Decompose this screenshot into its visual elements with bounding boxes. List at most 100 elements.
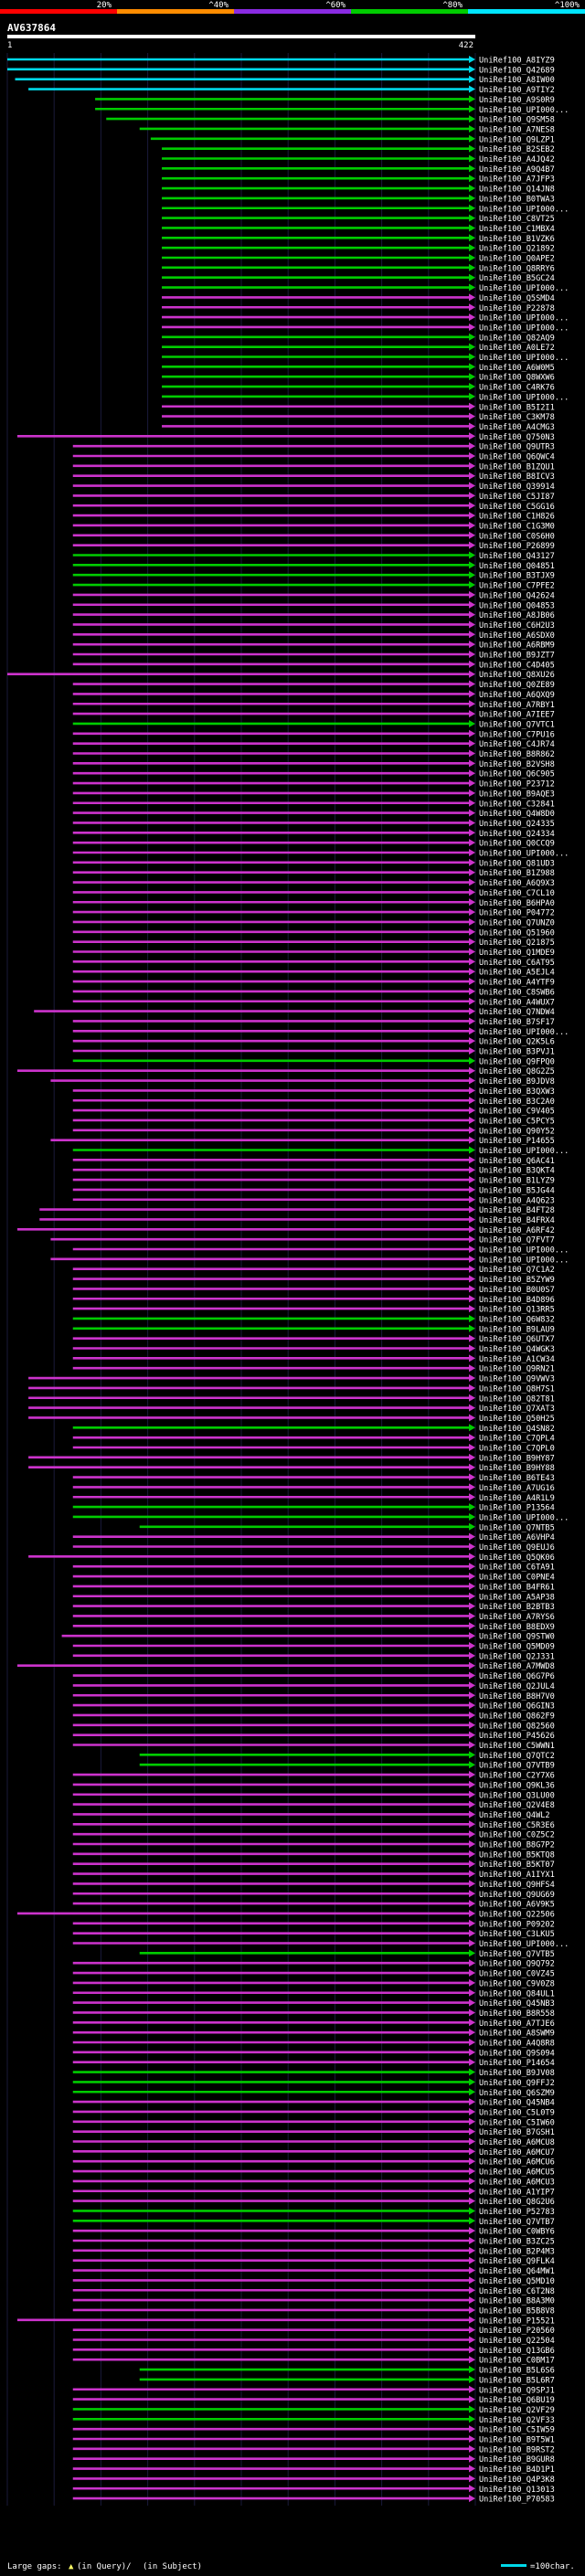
hit-row[interactable]: UniRef100_Q8RRY6 <box>162 263 555 274</box>
hit-id-link[interactable]: UniRef100_C0WBY6 <box>479 2228 555 2237</box>
hit-id-link[interactable]: UniRef100_B5L6R7 <box>479 2376 555 2385</box>
hit-id-link[interactable]: UniRef100_Q0APE2 <box>479 255 555 264</box>
hit-id-link[interactable]: UniRef100_C6AT95 <box>479 959 555 968</box>
hit-row[interactable]: UniRef100_Q7VTB7 <box>72 2217 555 2227</box>
hit-id-link[interactable]: UniRef100_B1LYZ9 <box>479 1177 555 1186</box>
hit-row[interactable]: UniRef100_B8H7V0 <box>72 1691 555 1701</box>
hit-row[interactable]: UniRef100_A5EJL4 <box>72 968 555 978</box>
hit-id-link[interactable]: UniRef100_B0U0S7 <box>479 1286 555 1295</box>
hit-id-link[interactable]: UniRef100_A6V9K5 <box>479 1901 555 1910</box>
hit-row[interactable]: UniRef100_Q8H7S1 <box>28 1383 555 1394</box>
hit-id-link[interactable]: UniRef100_Q9SPJ1 <box>479 2386 555 2395</box>
hit-id-link[interactable]: UniRef100_A7TJE6 <box>479 2019 555 2029</box>
hit-row[interactable]: UniRef100_A8IW00 <box>15 75 555 86</box>
hit-row[interactable]: UniRef100_Q9FPQ0 <box>72 1056 555 1067</box>
hit-row[interactable]: UniRef100_A6SDX0 <box>72 631 555 641</box>
hit-id-link[interactable]: UniRef100_C8SWB6 <box>479 988 555 997</box>
hit-id-link[interactable]: UniRef100_Q9FPQ0 <box>479 1057 555 1066</box>
hit-row[interactable]: UniRef100_B1VZK6 <box>162 234 555 244</box>
hit-id-link[interactable]: UniRef100_Q862F9 <box>479 1712 555 1721</box>
hit-id-link[interactable]: UniRef100_B2VSH8 <box>479 760 555 769</box>
hit-id-link[interactable]: UniRef100_Q51960 <box>479 928 555 938</box>
hit-row[interactable]: UniRef100_Q2V4E8 <box>72 1800 555 1811</box>
hit-id-link[interactable]: UniRef100_B0TWA3 <box>479 195 555 204</box>
hit-row[interactable]: UniRef100_C7PFE2 <box>72 581 555 591</box>
hit-row[interactable]: UniRef100_Q9KL36 <box>72 1780 555 1791</box>
hit-id-link[interactable]: UniRef100_Q2K5L6 <box>479 1038 555 1047</box>
hit-row[interactable]: UniRef100_B0U0S7 <box>72 1285 555 1295</box>
hit-row[interactable]: UniRef100_C5R3E6 <box>72 1820 555 1830</box>
hit-id-link[interactable]: UniRef100_B8H7V0 <box>479 1692 555 1701</box>
hit-row[interactable]: UniRef100_A4CMG3 <box>162 422 555 432</box>
hit-id-link[interactable]: UniRef100_Q04853 <box>479 601 555 610</box>
hit-row[interactable]: UniRef100_Q24335 <box>72 819 555 829</box>
hit-id-link[interactable]: UniRef100_Q4SN82 <box>479 1425 555 1434</box>
hit-id-link[interactable]: UniRef100_C1G3M0 <box>479 522 555 531</box>
hit-id-link[interactable]: UniRef100_Q9FFJ2 <box>479 2079 555 2088</box>
hit-row[interactable]: UniRef100_B5KT07 <box>72 1860 555 1871</box>
hit-id-link[interactable]: UniRef100_B5GC24 <box>479 274 555 283</box>
hit-id-link[interactable]: UniRef100_B6HPA0 <box>479 899 555 908</box>
hit-id-link[interactable]: UniRef100_C0VZ45 <box>479 1970 555 1979</box>
hit-row[interactable]: UniRef100_C7QPL0 <box>72 1444 555 1454</box>
hit-id-link[interactable]: UniRef100_Q24335 <box>479 820 555 829</box>
hit-id-link[interactable]: UniRef100_A6MCU6 <box>479 2158 555 2168</box>
hit-id-link[interactable]: UniRef100_Q84UL1 <box>479 1989 555 1998</box>
hit-row[interactable]: UniRef100_Q2VF33 <box>72 2415 555 2425</box>
hit-row[interactable]: UniRef100_Q8G2U6 <box>72 2197 555 2208</box>
hit-id-link[interactable]: UniRef100_Q22504 <box>479 2337 555 2346</box>
hit-row[interactable]: UniRef100_Q7C1A2 <box>72 1265 555 1276</box>
hit-id-link[interactable]: UniRef100_Q43127 <box>479 552 555 561</box>
hit-row[interactable]: UniRef100_C3LKU5 <box>72 1929 555 1940</box>
hit-row[interactable]: UniRef100_B3PVJ1 <box>72 1047 555 1057</box>
hit-id-link[interactable]: UniRef100_A4WUX7 <box>479 998 555 1007</box>
hit-row[interactable]: UniRef100_C1G3M0 <box>72 521 555 532</box>
hit-row[interactable]: UniRef100_Q45NB4 <box>72 2098 555 2108</box>
hit-row[interactable]: UniRef100_Q8XU26 <box>7 670 555 681</box>
hit-id-link[interactable]: UniRef100_B1VZK6 <box>479 235 555 244</box>
hit-id-link[interactable]: UniRef100_B1Z988 <box>479 869 555 878</box>
hit-row[interactable]: UniRef100_B9AQE3 <box>72 789 555 800</box>
hit-row[interactable]: UniRef100_UPI000... <box>162 353 569 364</box>
hit-row[interactable]: UniRef100_B8A3M0 <box>72 2296 555 2306</box>
hit-id-link[interactable]: UniRef100_B9GUR8 <box>479 2455 555 2465</box>
hit-id-link[interactable]: UniRef100_P14655 <box>479 1137 555 1146</box>
hit-id-link[interactable]: UniRef100_UPI000... <box>479 354 569 363</box>
hit-row[interactable]: UniRef100_C9V0Z8 <box>72 1978 555 1989</box>
hit-id-link[interactable]: UniRef100_A1CW34 <box>479 1355 555 1364</box>
hit-id-link[interactable]: UniRef100_C5IW60 <box>479 2118 555 2127</box>
hit-id-link[interactable]: UniRef100_Q7VTB7 <box>479 2218 555 2227</box>
hit-id-link[interactable]: UniRef100_UPI000... <box>479 323 569 333</box>
hit-id-link[interactable]: UniRef100_C0BM17 <box>479 2357 555 2366</box>
hit-id-link[interactable]: UniRef100_Q5SMD4 <box>479 294 555 303</box>
hit-row[interactable]: UniRef100_Q0CCQ9 <box>72 839 555 849</box>
hit-row[interactable]: UniRef100_A1YIP7 <box>72 2187 555 2198</box>
hit-id-link[interactable]: UniRef100_Q7NTB5 <box>479 1523 555 1532</box>
hit-id-link[interactable]: UniRef100_A9Q4B7 <box>479 165 555 175</box>
hit-row[interactable]: UniRef100_C7QPL4 <box>72 1434 555 1444</box>
hit-id-link[interactable]: UniRef100_C5R3E6 <box>479 1821 555 1830</box>
hit-id-link[interactable]: UniRef100_Q9SM58 <box>479 116 555 125</box>
hit-id-link[interactable]: UniRef100_Q8G2U6 <box>479 2198 555 2207</box>
hit-row[interactable]: UniRef100_A4WUX7 <box>72 997 555 1008</box>
hit-row[interactable]: UniRef100_Q4W8D0 <box>72 809 555 820</box>
hit-row[interactable]: UniRef100_C32841 <box>72 799 555 810</box>
hit-id-link[interactable]: UniRef100_B9T5W1 <box>479 2436 555 2445</box>
hit-row[interactable]: UniRef100_Q9VWV3 <box>28 1374 555 1384</box>
hit-id-link[interactable]: UniRef100_B5B8V8 <box>479 2306 555 2316</box>
hit-row[interactable]: UniRef100_B7SF17 <box>72 1017 555 1027</box>
hit-row[interactable]: UniRef100_Q7VTC1 <box>72 719 555 730</box>
hit-id-link[interactable]: UniRef100_C6T2N8 <box>479 2287 555 2296</box>
hit-row[interactable]: UniRef100_Q9S094 <box>72 2048 555 2059</box>
hit-row[interactable]: UniRef100_A7JFP3 <box>162 175 555 185</box>
hit-row[interactable]: UniRef100_UPI000... <box>72 1146 569 1157</box>
hit-id-link[interactable]: UniRef100_P14654 <box>479 2059 555 2068</box>
hit-row[interactable]: UniRef100_C0VZ45 <box>72 1969 555 1979</box>
hit-id-link[interactable]: UniRef100_A9S0R9 <box>479 96 555 105</box>
hit-row[interactable]: UniRef100_B5I2I1 <box>162 402 555 413</box>
hit-id-link[interactable]: UniRef100_C0PNE4 <box>479 1574 555 1583</box>
hit-row[interactable]: UniRef100_C6H2U3 <box>72 620 555 631</box>
hit-row[interactable]: UniRef100_B5JG44 <box>72 1185 555 1196</box>
hit-id-link[interactable]: UniRef100_Q0ZE89 <box>479 681 555 690</box>
hit-row[interactable]: UniRef100_B3TJX9 <box>72 571 555 581</box>
